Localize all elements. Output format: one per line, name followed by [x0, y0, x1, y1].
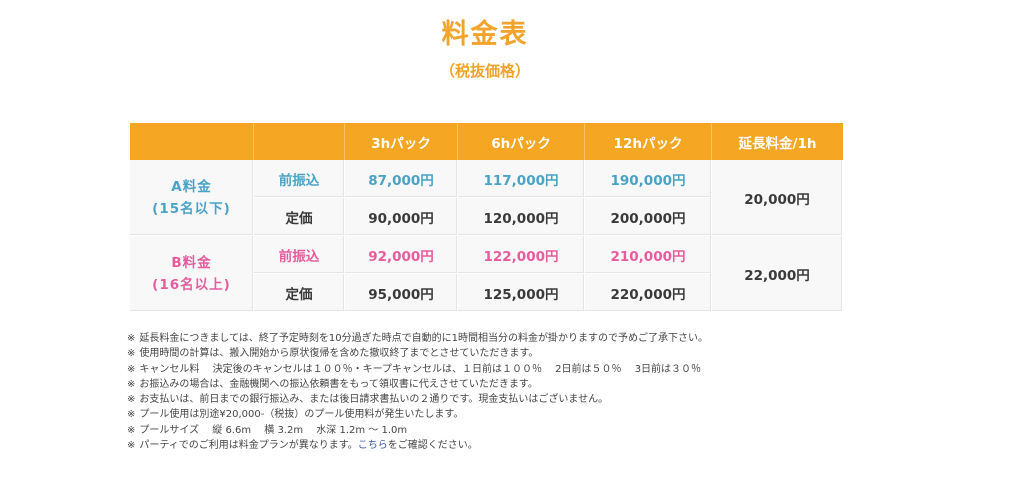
page-subtitle: （税抜価格）: [439, 62, 530, 80]
group-label-a: A料金 (15名以下): [130, 160, 254, 236]
note-text: プールサイズ 縦 6.6m 横 3.2m 水深 1.2m 〜 1.0m: [139, 424, 408, 436]
party-plan-link[interactable]: こちら: [357, 440, 388, 452]
group-label-line1: A料金: [171, 178, 212, 195]
group-label-line2: (16名以上): [152, 276, 231, 293]
note-text: プール使用は別途¥20,000-（税抜）のプール使用料が発生いたします。: [139, 409, 464, 421]
note-mark: ※: [127, 378, 136, 390]
price-table: 3hパック 6hパック 12hパック 延長料金/1h A料金 (15名以下) 前…: [130, 123, 843, 312]
header-cell-12h: 12hパック: [585, 123, 712, 160]
note-mark: ※: [127, 394, 136, 406]
note-text: お支払いは、前日までの銀行振込み、または後日請求書払いの２通りです。現金支払いは…: [139, 394, 609, 406]
group-label-line1: B料金: [171, 254, 212, 271]
price-cell: 122,000円: [458, 236, 585, 274]
table-header-row: 3hパック 6hパック 12hパック 延長料金/1h: [130, 123, 843, 160]
extension-price-b: 22,000円: [712, 236, 843, 312]
row-type-label: 定価: [254, 198, 345, 236]
note-item: ※ 延長料金につきましては、終了予定時刻を10分過ぎた時点で自動的に1時間相当分の…: [127, 331, 708, 346]
note-text: 延長料金につきましては、終了予定時刻を10分過ぎた時点で自動的に1時間相当分の料…: [139, 333, 708, 344]
row-type-label: 前振込: [254, 160, 345, 198]
note-item: ※ キャンセル料 決定後のキャンセルは１００％・キープキャンセルは、１日前は１００…: [127, 362, 708, 377]
note-item: ※ プール使用は別途¥20,000-（税抜）のプール使用料が発生いたします。: [127, 407, 708, 422]
header-cell-3h: 3hパック: [345, 123, 458, 160]
page-title: 料金表: [441, 19, 529, 50]
note-text: キャンセル料 決定後のキャンセルは１００％・キープキャンセルは、１日前は１００％…: [139, 363, 702, 375]
note-mark: ※: [127, 333, 136, 344]
note-item: ※ 使用時間の計算は、搬入開始から原状復帰を含めた撤収終了までとさせていただきます…: [127, 346, 708, 361]
header-cell-type: [254, 123, 345, 160]
header-cell-6h: 6hパック: [458, 123, 585, 160]
note-text-suffix: をご確認ください。: [387, 440, 478, 452]
price-cell: 200,000円: [585, 198, 712, 236]
note-text: 使用時間の計算は、搬入開始から原状復帰を含めた撤収終了までとさせていただきます。: [139, 348, 539, 360]
row-type-label: 前振込: [254, 236, 345, 274]
note-mark: ※: [127, 424, 136, 436]
row-type-label: 定価: [254, 274, 345, 312]
header-cell-extension: 延長料金/1h: [712, 123, 843, 160]
group-label-line2: (15名以下): [152, 200, 231, 217]
price-cell: 125,000円: [458, 274, 585, 312]
note-text-prefix: パーティでのご利用は料金プランが異なります。: [139, 440, 358, 452]
price-cell: 92,000円: [345, 236, 458, 274]
price-cell: 210,000円: [585, 236, 712, 274]
price-cell: 120,000円: [458, 198, 585, 236]
price-cell: 90,000円: [345, 198, 458, 236]
table-row: 定価 90,000円 120,000円 200,000円: [130, 198, 843, 236]
price-cell: 87,000円: [345, 160, 458, 198]
table-row: B料金 (16名以上) 前振込 92,000円 122,000円 210,000…: [130, 236, 843, 312]
price-cell: 117,000円: [458, 160, 585, 198]
note-mark: ※: [127, 440, 136, 452]
note-item: ※ お支払いは、前日までの銀行振込み、または後日請求書払いの２通りです。現金支払い…: [127, 392, 708, 407]
note-text: お振込みの場合は、金融機関への振込依頼書をもって領収書に代えさせていただきます。: [139, 378, 538, 390]
header-cell-group: [130, 123, 254, 160]
note-mark: ※: [127, 409, 136, 421]
note-mark: ※: [127, 348, 136, 360]
group-label-b: B料金 (16名以上): [130, 236, 254, 312]
price-cell: 220,000円: [585, 274, 712, 312]
note-mark: ※: [127, 363, 136, 375]
extension-price-a: 20,000円: [712, 160, 843, 236]
table-row: A料金 (15名以下) 前振込 87,000円 117,000円 190,000…: [130, 160, 843, 236]
notes-list: ※ 延長料金につきましては、終了予定時刻を10分過ぎた時点で自動的に1時間相当分の…: [127, 331, 708, 453]
table-row: 定価 95,000円 125,000円 220,000円: [130, 274, 843, 312]
price-cell: 95,000円: [345, 274, 458, 312]
price-cell: 190,000円: [585, 160, 712, 198]
note-item: ※ パーティでのご利用は料金プランが異なります。こちらをご確認ください。: [127, 438, 708, 453]
note-item: ※ プールサイズ 縦 6.6m 横 3.2m 水深 1.2m 〜 1.0m: [127, 423, 708, 438]
note-item: ※ お振込みの場合は、金融機関への振込依頼書をもって領収書に代えさせていただきます…: [127, 377, 708, 392]
